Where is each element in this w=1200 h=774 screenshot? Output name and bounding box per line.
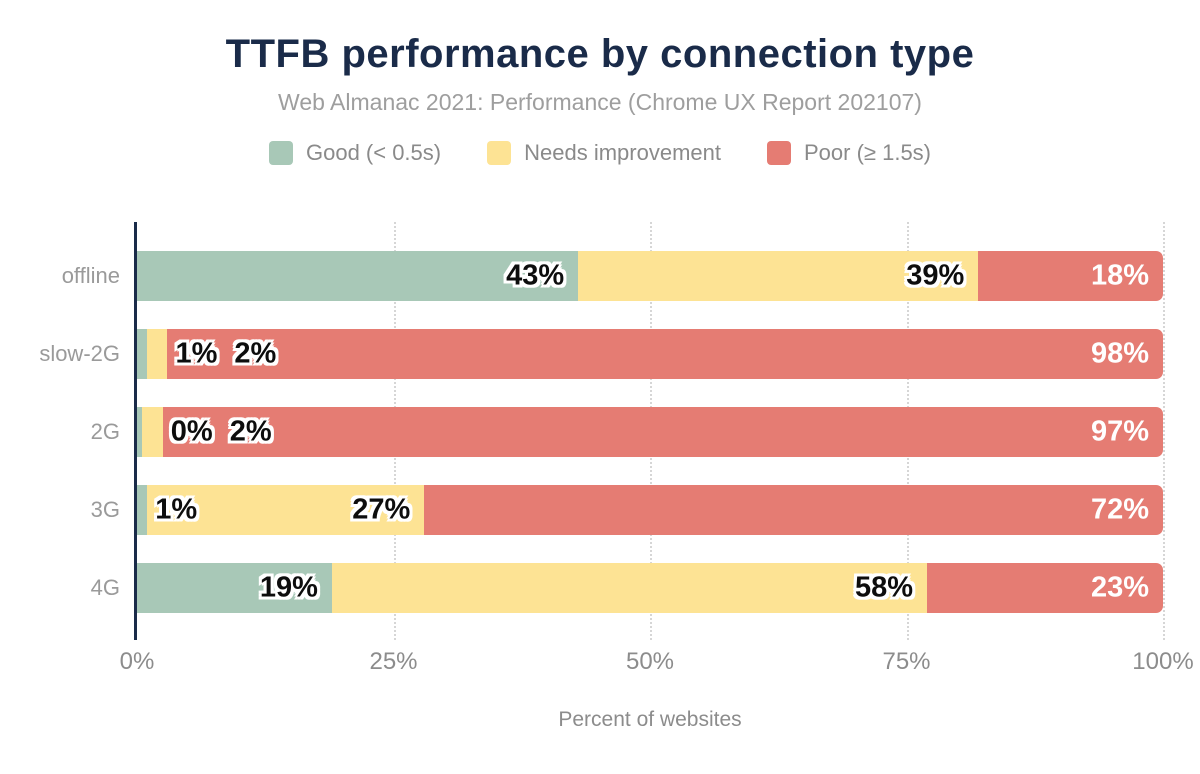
chart-title: TTFB performance by connection type	[225, 32, 975, 76]
category-label: 3G	[90, 497, 120, 522]
bar-value-label: 1%	[155, 493, 198, 526]
stacked-bar: 1% 27% 72%	[137, 485, 1163, 535]
bar-row-slow-2G: slow-2G 1% 2% 98%	[39, 315, 1163, 393]
bar-segment-poor	[424, 485, 1163, 535]
bar-segment-poor	[927, 563, 1163, 613]
bar-segment-good	[137, 251, 579, 301]
outside-value-labels: 1%	[155, 494, 197, 527]
stacked-bar: 0% 2% 97%	[137, 407, 1163, 457]
x-axis: 0% 25% 50% 75% 100%	[120, 648, 1194, 678]
bar-value-label: 18%	[1090, 259, 1149, 292]
bar-value-label: 27%	[352, 493, 411, 526]
bar-segment-needs-improvement	[142, 407, 163, 457]
stacked-bar: 19% 58% 23%	[137, 563, 1163, 613]
outside-value-labels: 0% 2%	[171, 416, 272, 449]
gridline-100	[1163, 222, 1165, 640]
bar-row-offline: offline 43% 39% 18%	[62, 237, 1163, 315]
stacked-bar: 43% 39% 18%	[137, 251, 1163, 301]
y-axis-line	[134, 222, 137, 640]
legend-label: Good (< 0.5s)	[305, 140, 442, 165]
bar-segment-needs-improvement	[147, 485, 425, 535]
chart-subtitle: Web Almanac 2021: Performance (Chrome UX…	[278, 89, 922, 115]
bar-row-4G: 4G 19% 58% 23%	[91, 549, 1163, 627]
outside-value-labels: 1% 2%	[175, 338, 276, 371]
legend-label: Needs improvement	[524, 140, 721, 165]
bar-value-label: 72%	[1090, 493, 1149, 526]
bar-value-label: 23%	[1090, 571, 1149, 604]
bar-segment-needs-improvement	[331, 563, 928, 613]
x-tick-label: 75%	[882, 648, 931, 675]
bar-segment-poor	[167, 329, 1163, 379]
bar-segment-good	[137, 485, 148, 535]
category-label: 2G	[90, 419, 120, 444]
bar-row-3G: 3G 1% 27% 72%	[91, 471, 1163, 549]
bar-value-label: 39%	[906, 259, 965, 292]
legend-swatch-poor	[767, 141, 791, 165]
legend: Good (< 0.5s) Needs improvement Poor (≥ 1.…	[0, 140, 1200, 166]
bar-value-label: 1%	[175, 337, 218, 370]
legend-item-needs-improvement: Needs improvement	[487, 140, 721, 166]
x-tick-label: 25%	[369, 648, 418, 675]
bar-segment-poor	[978, 251, 1163, 301]
x-axis-title: Percent of websites	[558, 708, 742, 731]
bar-segment-poor	[162, 407, 1163, 457]
bar-value-label: 58%	[854, 571, 914, 604]
bar-value-label: 98%	[1090, 337, 1149, 370]
x-tick-label: 50%	[625, 648, 675, 675]
x-tick-label: 0%	[119, 648, 155, 675]
category-label: offline	[61, 263, 120, 288]
bar-value-label: 0%	[170, 415, 213, 448]
bar-segment-needs-improvement	[578, 251, 979, 301]
category-label: 4G	[90, 575, 120, 600]
legend-swatch-good	[268, 141, 293, 165]
bar-value-label: 43%	[506, 259, 565, 292]
category-label: slow-2G	[39, 341, 120, 366]
bar-rows: offline 43% 39% 18% slow-2G 1% 2% 98% 2G 0% 2% 97% 3…	[39, 222, 1163, 640]
legend-label: Poor (≥ 1.5s)	[804, 140, 932, 165]
bar-value-label: 2%	[229, 415, 272, 448]
x-tick-label: 100%	[1132, 648, 1194, 675]
legend-item-good: Good (< 0.5s)	[268, 140, 442, 166]
bar-value-label: 97%	[1090, 415, 1149, 448]
bar-segment-needs-improvement	[147, 329, 168, 379]
bar-value-label: 19%	[259, 571, 318, 604]
stacked-bar: 1% 2% 98%	[137, 329, 1163, 379]
bar-value-label: 2%	[234, 337, 277, 370]
bar-segment-good	[137, 563, 332, 613]
legend-item-poor: Poor (≥ 1.5s)	[767, 140, 931, 166]
legend-swatch-needs-improvement	[487, 141, 512, 165]
plot-area: offline 43% 39% 18% slow-2G 1% 2% 98% 2G 0% 2% 97% 3…	[39, 222, 1165, 640]
bar-segment-good	[137, 329, 148, 379]
bar-segment-good	[137, 407, 143, 457]
bar-row-2G: 2G 0% 2% 97%	[91, 393, 1163, 471]
